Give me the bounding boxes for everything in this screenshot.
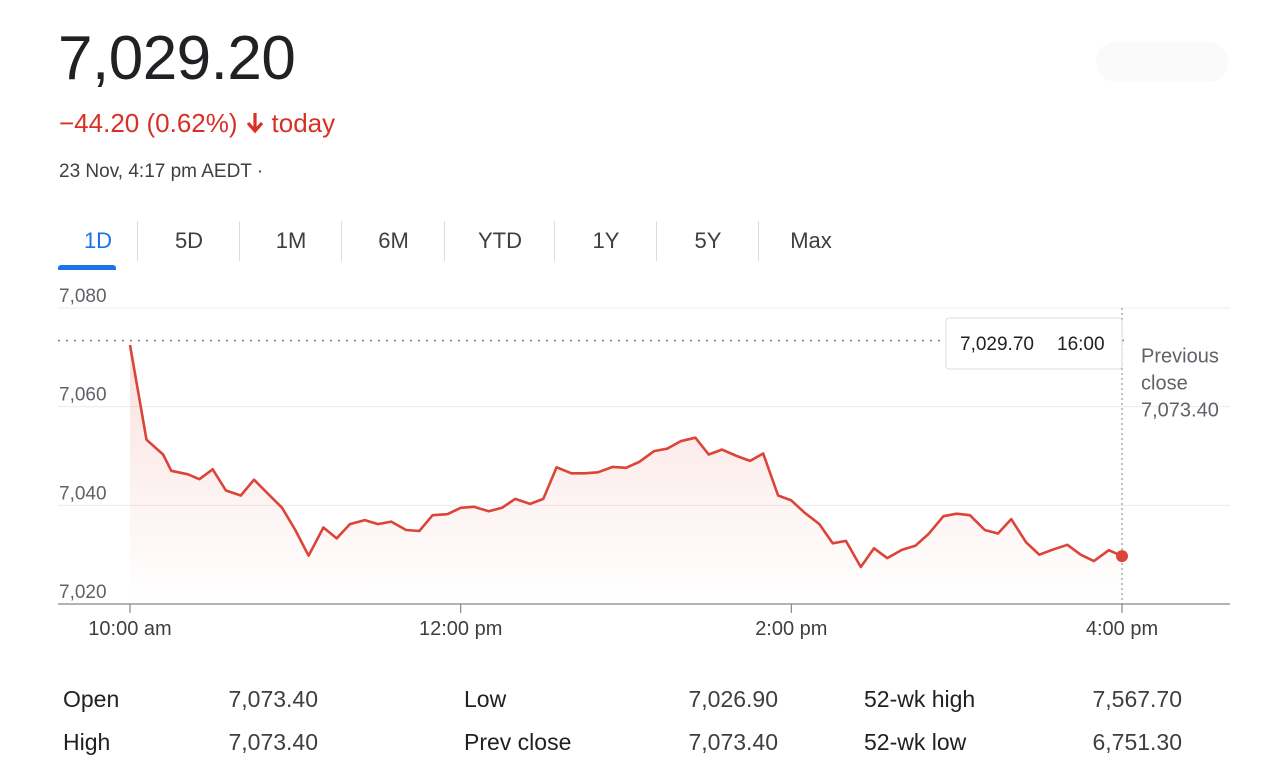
price-change: −44.20 (0.62%) today <box>59 106 335 140</box>
tab-label: Max <box>790 228 832 253</box>
stat-label-low: Low <box>464 686 507 712</box>
tab-5d[interactable]: 5D <box>138 216 240 266</box>
last-point-marker <box>1116 550 1128 563</box>
tab-ytd[interactable]: YTD <box>445 216 555 266</box>
tooltip-box <box>945 317 1123 370</box>
tab-1y[interactable]: 1Y <box>555 216 657 266</box>
price-value: 7,029.20 <box>58 24 296 93</box>
stat-value-52wk-low: 6,751.30 <box>1092 729 1182 755</box>
price-chart[interactable]: 7,020 7,040 7,060 7,080 Previous close 7,073.4… <box>0 280 1278 660</box>
stat-label-prev-close: Prev close <box>464 729 572 755</box>
previous-close-label: close <box>1141 373 1188 395</box>
tab-1d[interactable]: 1D <box>58 216 138 270</box>
x-tick-label: 10:00 am <box>88 618 171 640</box>
tab-label: 1D <box>83 228 113 253</box>
tab-label: 5Y <box>694 228 722 253</box>
quote-timestamp: 23 Nov, 4:17 pm AEDT · <box>59 161 264 182</box>
arrow-down-icon <box>246 113 263 134</box>
previous-close-label: Previous <box>1141 346 1219 368</box>
change-period: today <box>271 108 336 138</box>
tab-label: 5D <box>174 228 204 253</box>
tab-label: YTD <box>478 228 522 253</box>
stat-value-prev-close: 7,073.40 <box>688 729 778 755</box>
stat-label-52wk-low: 52-wk low <box>864 729 967 755</box>
follow-toggle[interactable] <box>1096 42 1228 82</box>
stat-value-open: 7,073.40 <box>228 686 318 712</box>
x-tick-label: 2:00 pm <box>755 618 827 640</box>
tab-max[interactable]: Max <box>759 216 863 266</box>
tooltip-value: 7,029.70 <box>960 334 1034 355</box>
stat-label-open: Open <box>63 686 120 712</box>
previous-close-label: 7,073.40 <box>1141 400 1219 422</box>
x-tick-label: 12:00 pm <box>419 618 502 640</box>
y-tick-label: 7,020 <box>59 582 107 603</box>
stat-value-52wk-high: 7,567.70 <box>1092 686 1182 712</box>
x-tick-label: 4:00 pm <box>1086 618 1158 640</box>
tab-label: 1M <box>275 228 307 253</box>
range-tabs: 1D 5D 1M 6M YTD 1Y 5Y Max <box>58 216 863 270</box>
tab-1m[interactable]: 1M <box>240 216 342 266</box>
tooltip-time: 16:00 <box>1057 334 1105 355</box>
y-tick-label: 7,060 <box>59 385 107 406</box>
tab-6m[interactable]: 6M <box>342 216 445 266</box>
price-line <box>128 344 1123 569</box>
tab-label: 6M <box>378 228 409 253</box>
area-fill <box>130 345 1122 604</box>
y-tick-label: 7,040 <box>59 483 107 504</box>
stat-value-high: 7,073.40 <box>228 729 318 755</box>
stat-label-high: High <box>63 729 111 755</box>
change-amount: −44.20 (0.62%) <box>59 108 238 138</box>
stat-label-52wk-high: 52-wk high <box>864 686 976 712</box>
y-tick-label: 7,080 <box>59 286 107 307</box>
tab-5y[interactable]: 5Y <box>657 216 759 266</box>
tab-label: 1Y <box>592 228 620 253</box>
stat-value-low: 7,026.90 <box>688 686 778 712</box>
